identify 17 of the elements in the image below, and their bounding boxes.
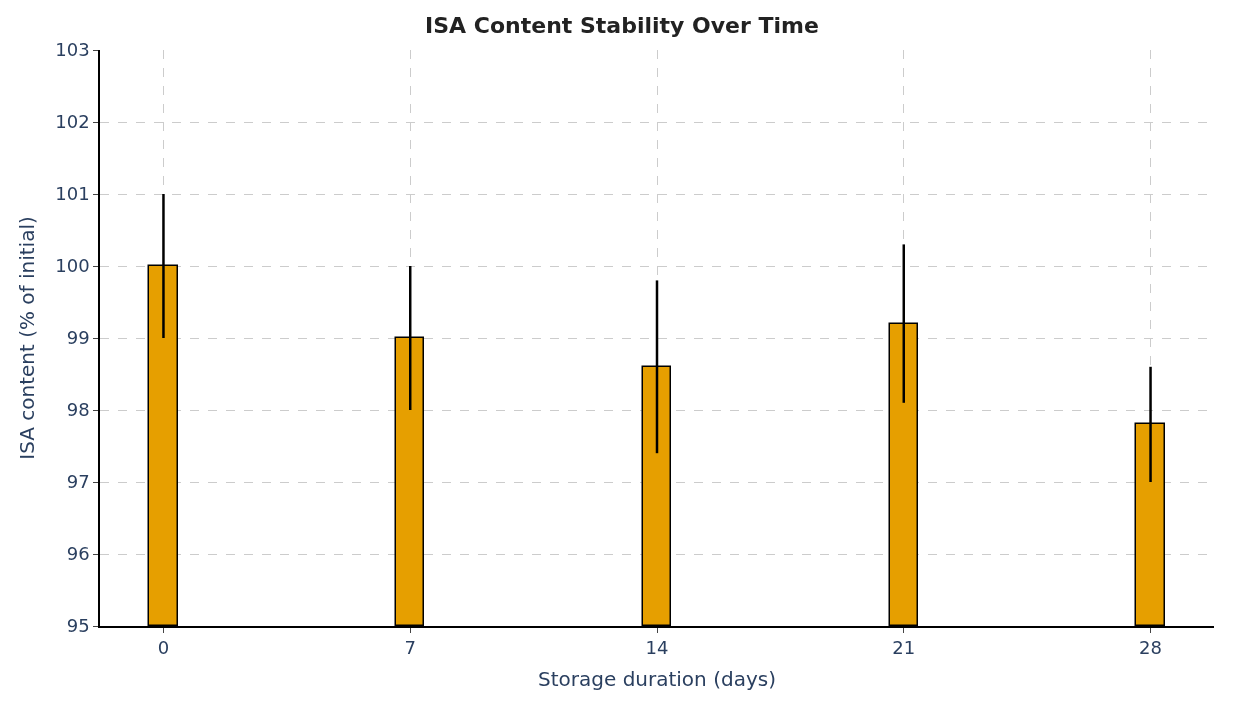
x-tick-label: 21 xyxy=(892,637,916,659)
y-axis-title: ISA content (% of initial) xyxy=(15,216,40,460)
x-axis-title: Storage duration (days) xyxy=(538,667,776,692)
x-tick-label: 28 xyxy=(1139,637,1162,659)
y-tick-label: 96 xyxy=(66,543,90,565)
y-tick-label: 100 xyxy=(55,255,90,277)
y-tick-label: 95 xyxy=(66,615,90,637)
x-tick-label: 14 xyxy=(645,637,669,659)
x-tick-label: 0 xyxy=(157,637,170,659)
x-tick-label: 7 xyxy=(404,637,416,659)
y-tick-label: 102 xyxy=(55,111,90,133)
y-tick-label: 98 xyxy=(66,399,90,421)
y-tick-label: 97 xyxy=(66,471,90,493)
y-tick-label: 99 xyxy=(66,327,90,349)
chart-title: ISA Content Stability Over Time xyxy=(425,12,819,38)
y-tick-label: 103 xyxy=(55,39,90,61)
y-tick-label: 101 xyxy=(55,183,90,205)
